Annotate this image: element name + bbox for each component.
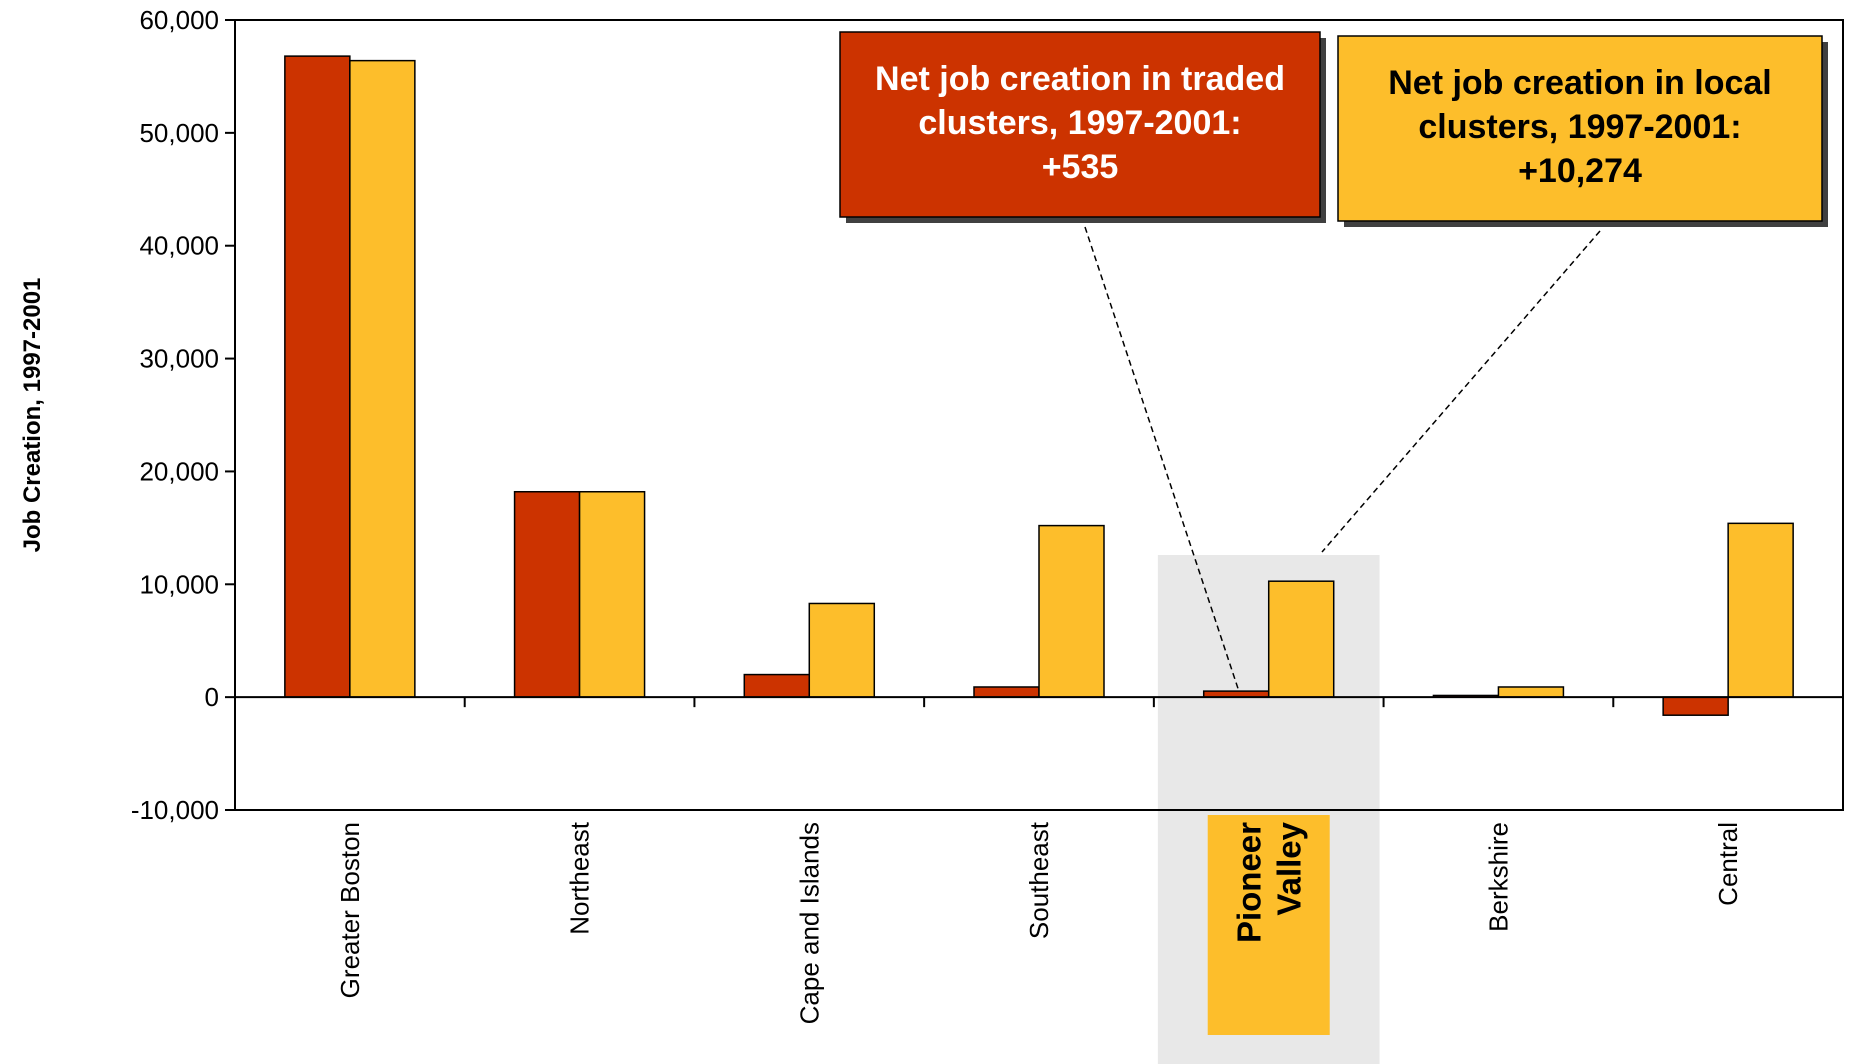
- y-tick-label: 50,000: [139, 118, 219, 148]
- callout-box-traded: [839, 31, 1321, 218]
- y-tick-label: 60,000: [139, 5, 219, 35]
- y-tick-label: 20,000: [139, 456, 219, 486]
- x-category-label: Cape and Islands: [794, 822, 824, 1024]
- callout-leader-local: [1321, 230, 1601, 553]
- x-axis-labels: Greater Boston Northeast Cape and Islands S…: [335, 821, 1743, 1024]
- y-tick-label: 40,000: [139, 231, 219, 261]
- bar-local-northeast: [578, 490, 646, 698]
- callout-text-traded: +535: [1042, 148, 1119, 186]
- x-category-label: Berkshire: [1483, 822, 1513, 932]
- bar-local-berkshire: [1497, 686, 1565, 698]
- x-category-label-highlighted: Pioneer: [1231, 822, 1268, 943]
- callout-text-local: Net job creation in local: [1388, 64, 1772, 102]
- x-category-label-highlighted: Valley: [1271, 821, 1308, 915]
- bar-traded-greater-boston: [284, 55, 351, 698]
- x-axis: [235, 696, 1843, 708]
- y-tick-label: 0: [205, 682, 219, 712]
- y-tick-label: 10,000: [139, 569, 219, 599]
- callout-box-local: [1337, 35, 1823, 222]
- bar-local-central: [1727, 522, 1794, 698]
- bar-traded-southeast: [973, 686, 1040, 698]
- y-axis-ticks: -10,000 0 10,000 20,000 30,000 40,000 50,000 60…: [131, 5, 235, 825]
- bar-traded-central: [1662, 696, 1729, 716]
- plot-frame: [234, 19, 1844, 811]
- bar-traded-northeast: [513, 490, 581, 698]
- x-category-label: Greater Boston: [335, 822, 365, 998]
- callout-text-local: +10,274: [1518, 152, 1642, 190]
- bar-local-pioneer-valley: [1267, 580, 1335, 698]
- callout-text-local: clusters, 1997-2001:: [1418, 108, 1741, 146]
- callout-text-traded: clusters, 1997-2001:: [918, 104, 1241, 142]
- pioneer-valley-label-background: [1207, 815, 1330, 1035]
- bar-local-cape-and-islands: [808, 602, 876, 698]
- bar-local-southeast: [1038, 524, 1105, 698]
- bar-traded-cape-and-islands: [743, 673, 811, 698]
- callout-leader-traded: [1084, 226, 1239, 690]
- y-axis-title: Job Creation, 1997-2001: [19, 278, 46, 553]
- x-category-label: Southeast: [1024, 821, 1054, 939]
- x-category-label: Northeast: [565, 821, 595, 934]
- y-tick-label: 30,000: [139, 344, 219, 374]
- x-category-label: Central: [1713, 822, 1743, 906]
- callouts: Net job creation in traded clusters, 1997…: [839, 31, 1828, 690]
- callout-text-traded: Net job creation in traded: [875, 60, 1285, 98]
- y-tick-label: -10,000: [131, 795, 219, 825]
- bar-local-greater-boston: [349, 59, 416, 698]
- bars: [284, 55, 1794, 716]
